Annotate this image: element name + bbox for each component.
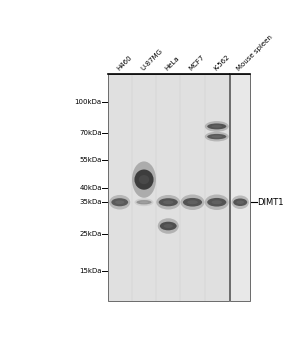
Ellipse shape <box>132 161 156 198</box>
Ellipse shape <box>205 121 229 132</box>
Ellipse shape <box>140 201 148 203</box>
Ellipse shape <box>139 175 149 184</box>
Ellipse shape <box>236 201 244 204</box>
Text: DIMT1: DIMT1 <box>258 198 284 207</box>
Text: K-562: K-562 <box>213 54 231 72</box>
Bar <box>230 74 250 301</box>
Text: 55kDa: 55kDa <box>79 158 102 163</box>
Ellipse shape <box>183 198 202 206</box>
Bar <box>108 74 229 301</box>
Ellipse shape <box>163 201 173 204</box>
Ellipse shape <box>156 195 180 210</box>
Ellipse shape <box>159 198 178 206</box>
Ellipse shape <box>187 200 198 204</box>
Text: H460: H460 <box>116 55 133 72</box>
Ellipse shape <box>212 125 222 128</box>
Text: U-87MG: U-87MG <box>140 48 164 72</box>
Text: MCF7: MCF7 <box>188 54 206 72</box>
Ellipse shape <box>231 195 249 209</box>
Ellipse shape <box>111 198 128 206</box>
Text: 100kDa: 100kDa <box>75 98 102 105</box>
Ellipse shape <box>207 198 226 206</box>
Ellipse shape <box>109 195 130 210</box>
Ellipse shape <box>207 124 226 130</box>
Text: HeLa: HeLa <box>164 56 181 72</box>
Text: 40kDa: 40kDa <box>79 184 102 190</box>
Ellipse shape <box>212 135 222 138</box>
Ellipse shape <box>212 200 222 204</box>
Ellipse shape <box>207 134 226 139</box>
Ellipse shape <box>205 195 229 210</box>
Ellipse shape <box>136 200 152 204</box>
Ellipse shape <box>115 201 124 204</box>
Ellipse shape <box>158 218 179 234</box>
Ellipse shape <box>205 132 229 141</box>
Ellipse shape <box>181 195 204 210</box>
Text: 15kDa: 15kDa <box>79 268 102 274</box>
Text: Mouse spleen: Mouse spleen <box>236 34 274 72</box>
Text: 25kDa: 25kDa <box>79 231 102 237</box>
Ellipse shape <box>164 224 173 228</box>
Ellipse shape <box>135 169 154 190</box>
Text: 70kDa: 70kDa <box>79 130 102 136</box>
Ellipse shape <box>135 198 154 206</box>
Ellipse shape <box>160 222 177 230</box>
Ellipse shape <box>233 198 247 206</box>
Text: 35kDa: 35kDa <box>79 199 102 205</box>
